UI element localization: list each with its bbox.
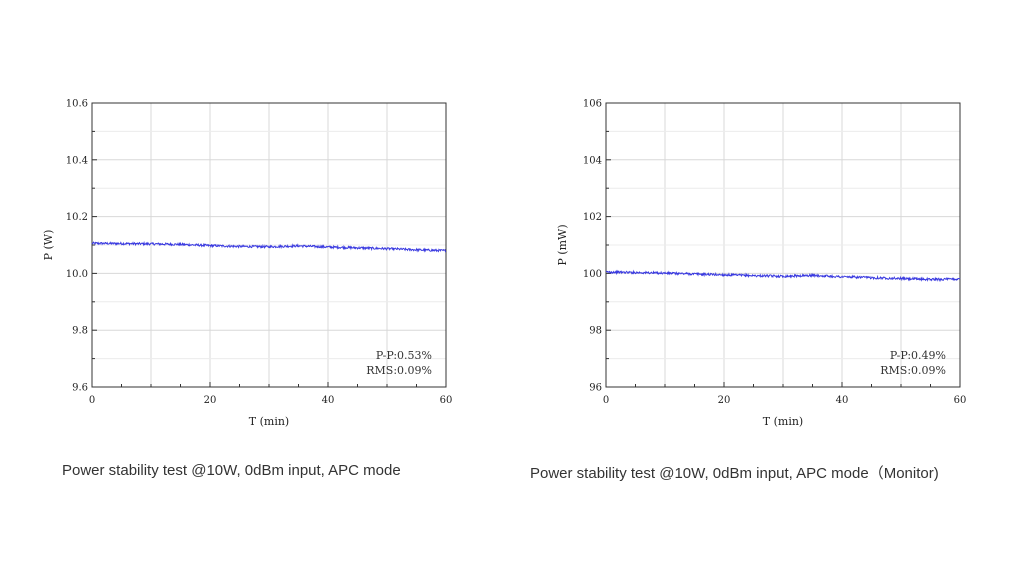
series-line <box>91 240 447 253</box>
caption-left: Power stability test @10W, 0dBm input, A… <box>62 462 401 479</box>
y-tick-label: 96 <box>589 383 602 394</box>
y-tick-label: 10.4 <box>66 155 88 166</box>
y-axis-label: P (mW) <box>556 224 569 265</box>
chart-power-w: 0 20 40 60 9.6 9.8 10.0 10.2 10.4 10.6 T (min) P (W… <box>42 99 452 429</box>
x-axis-label: T (min) <box>249 415 289 428</box>
x-tick-label: 0 <box>603 395 609 406</box>
x-tick-label: 40 <box>836 395 849 406</box>
x-tick-label: 60 <box>954 395 967 406</box>
x-axis-label: T (min) <box>763 415 803 428</box>
x-tick-label: 40 <box>322 395 335 406</box>
x-tick-label: 20 <box>204 395 217 406</box>
stat-annotation: P-P:0.53% <box>376 349 432 362</box>
y-tick-label: 106 <box>583 99 602 110</box>
stat-annotation: P-P:0.49% <box>890 349 946 362</box>
x-tick-label: 0 <box>89 395 95 406</box>
stat-annotation: RMS:0.09% <box>880 364 946 377</box>
y-axis-label: P (W) <box>42 230 55 261</box>
x-tick-label: 60 <box>440 395 453 406</box>
y-tick-label: 9.6 <box>72 383 88 394</box>
series-line <box>605 269 961 282</box>
y-tick-label: 102 <box>583 212 602 223</box>
y-tick-label: 98 <box>589 326 602 337</box>
y-tick-label: 100 <box>583 269 602 280</box>
x-tick-label: 20 <box>718 395 731 406</box>
y-tick-label: 10.0 <box>66 269 88 280</box>
caption-right: Power stability test @10W, 0dBm input, A… <box>530 465 939 482</box>
chart-power-mw: 0 20 40 60 96 98 100 102 104 106 T (min) P (mW) P-P:… <box>556 99 966 429</box>
y-tick-label: 10.2 <box>66 212 88 223</box>
y-tick-label: 9.8 <box>72 326 88 337</box>
stat-annotation: RMS:0.09% <box>366 364 432 377</box>
y-tick-label: 104 <box>583 155 602 166</box>
y-tick-label: 10.6 <box>66 99 88 110</box>
